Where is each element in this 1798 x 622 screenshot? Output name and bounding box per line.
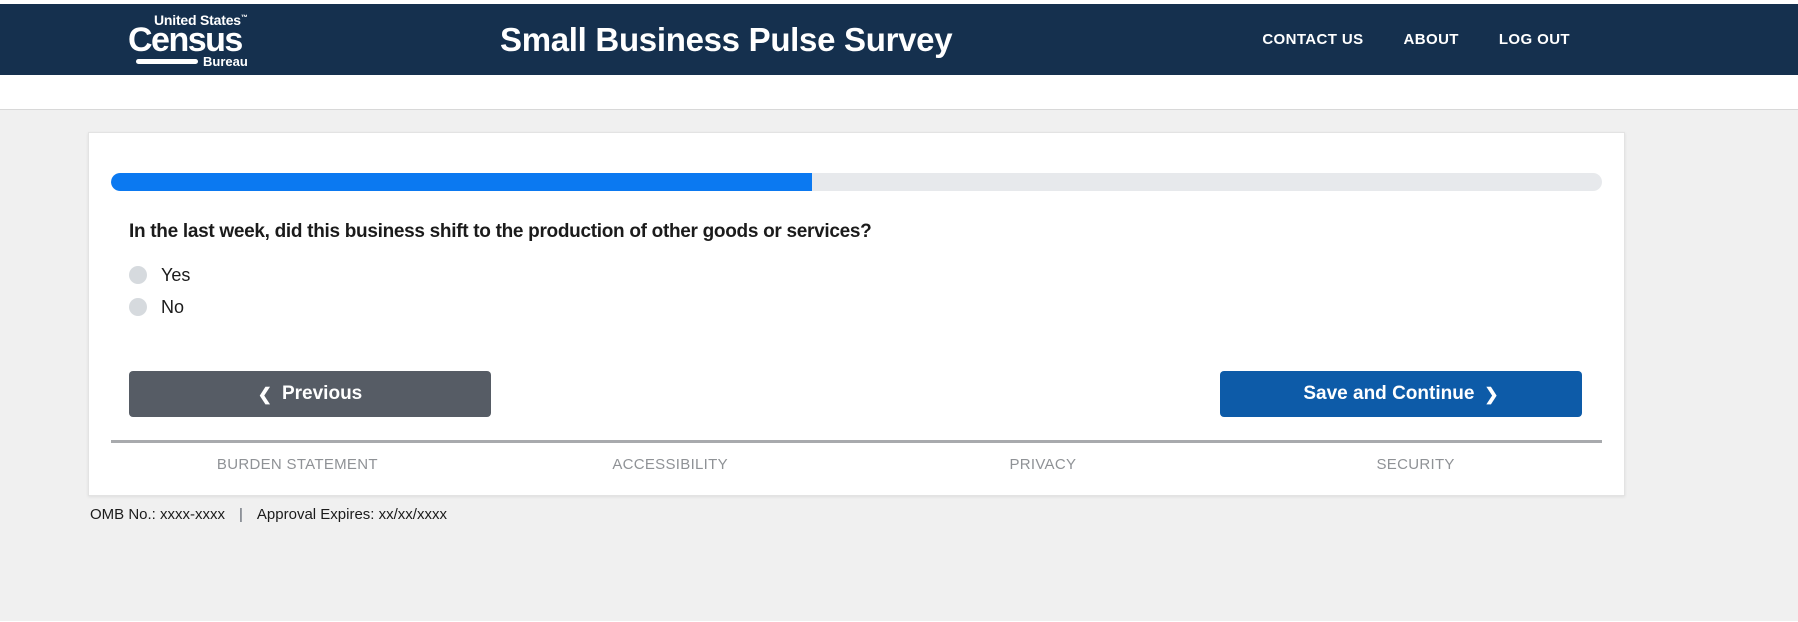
- radio-option-no[interactable]: No: [129, 293, 249, 321]
- footer-link-burden-statement[interactable]: BURDEN STATEMENT: [216, 456, 378, 473]
- footer-link-privacy[interactable]: PRIVACY: [1009, 456, 1077, 473]
- main-area: In the last week, did this business shif…: [0, 110, 1798, 621]
- footer-link-security[interactable]: SECURITY: [1376, 456, 1455, 473]
- page-title: Small Business Pulse Survey: [500, 21, 953, 58]
- previous-button[interactable]: ❮ Previous: [129, 371, 491, 417]
- radio-button-yes[interactable]: [129, 266, 147, 284]
- chevron-right-icon: ❯: [1484, 384, 1499, 404]
- radio-option-yes[interactable]: Yes: [129, 261, 249, 289]
- logo-underline: [136, 59, 198, 64]
- omb-separator: |: [239, 506, 243, 523]
- answer-options: Yes No: [129, 261, 1602, 321]
- progress-bar: [111, 173, 1602, 191]
- progress-fill: [111, 173, 812, 191]
- trademark-symbol: ™: [240, 14, 248, 22]
- nav-log-out[interactable]: LOG OUT: [1498, 31, 1570, 48]
- omb-statement: OMB No.: xxxx-xxxx | Approval Expires: x…: [90, 506, 1798, 523]
- survey-question: In the last week, did this business shif…: [129, 221, 872, 242]
- radio-label-yes[interactable]: Yes: [161, 264, 191, 285]
- footer-link-accessibility[interactable]: ACCESSIBILITY: [612, 456, 728, 473]
- navigation-buttons: ❮ Previous Save and Continue ❯: [129, 371, 1582, 417]
- footer-links: BURDEN STATEMENT ACCESSIBILITY PRIVACY S…: [111, 443, 1602, 483]
- nav-about[interactable]: ABOUT: [1403, 31, 1459, 48]
- logo-bureau: Bureau: [203, 54, 248, 69]
- previous-button-label: Previous: [281, 383, 363, 404]
- logo-united-states: United States™: [154, 12, 248, 28]
- chevron-left-icon: ❮: [257, 384, 272, 404]
- omb-number: OMB No.: xxxx-xxxx: [90, 506, 226, 523]
- survey-card: In the last week, did this business shif…: [88, 132, 1625, 496]
- header-nav: CONTACT US ABOUT LOG OUT: [1262, 4, 1570, 75]
- app-header: United States™ Census Bureau Small Busin…: [0, 4, 1798, 75]
- save-button-label: Save and Continue: [1303, 383, 1475, 404]
- radio-button-no[interactable]: [129, 298, 147, 316]
- logo-census: Census: [128, 21, 243, 59]
- radio-label-no[interactable]: No: [161, 296, 185, 317]
- census-bureau-logo: United States™ Census Bureau: [128, 13, 258, 68]
- nav-contact-us[interactable]: CONTACT US: [1262, 31, 1364, 48]
- top-strip: [0, 0, 1798, 4]
- header-spacer-band: [0, 75, 1798, 110]
- save-and-continue-button[interactable]: Save and Continue ❯: [1220, 371, 1582, 417]
- footer-divider: [111, 440, 1602, 443]
- approval-expires: Approval Expires: xx/xx/xxxx: [256, 506, 447, 523]
